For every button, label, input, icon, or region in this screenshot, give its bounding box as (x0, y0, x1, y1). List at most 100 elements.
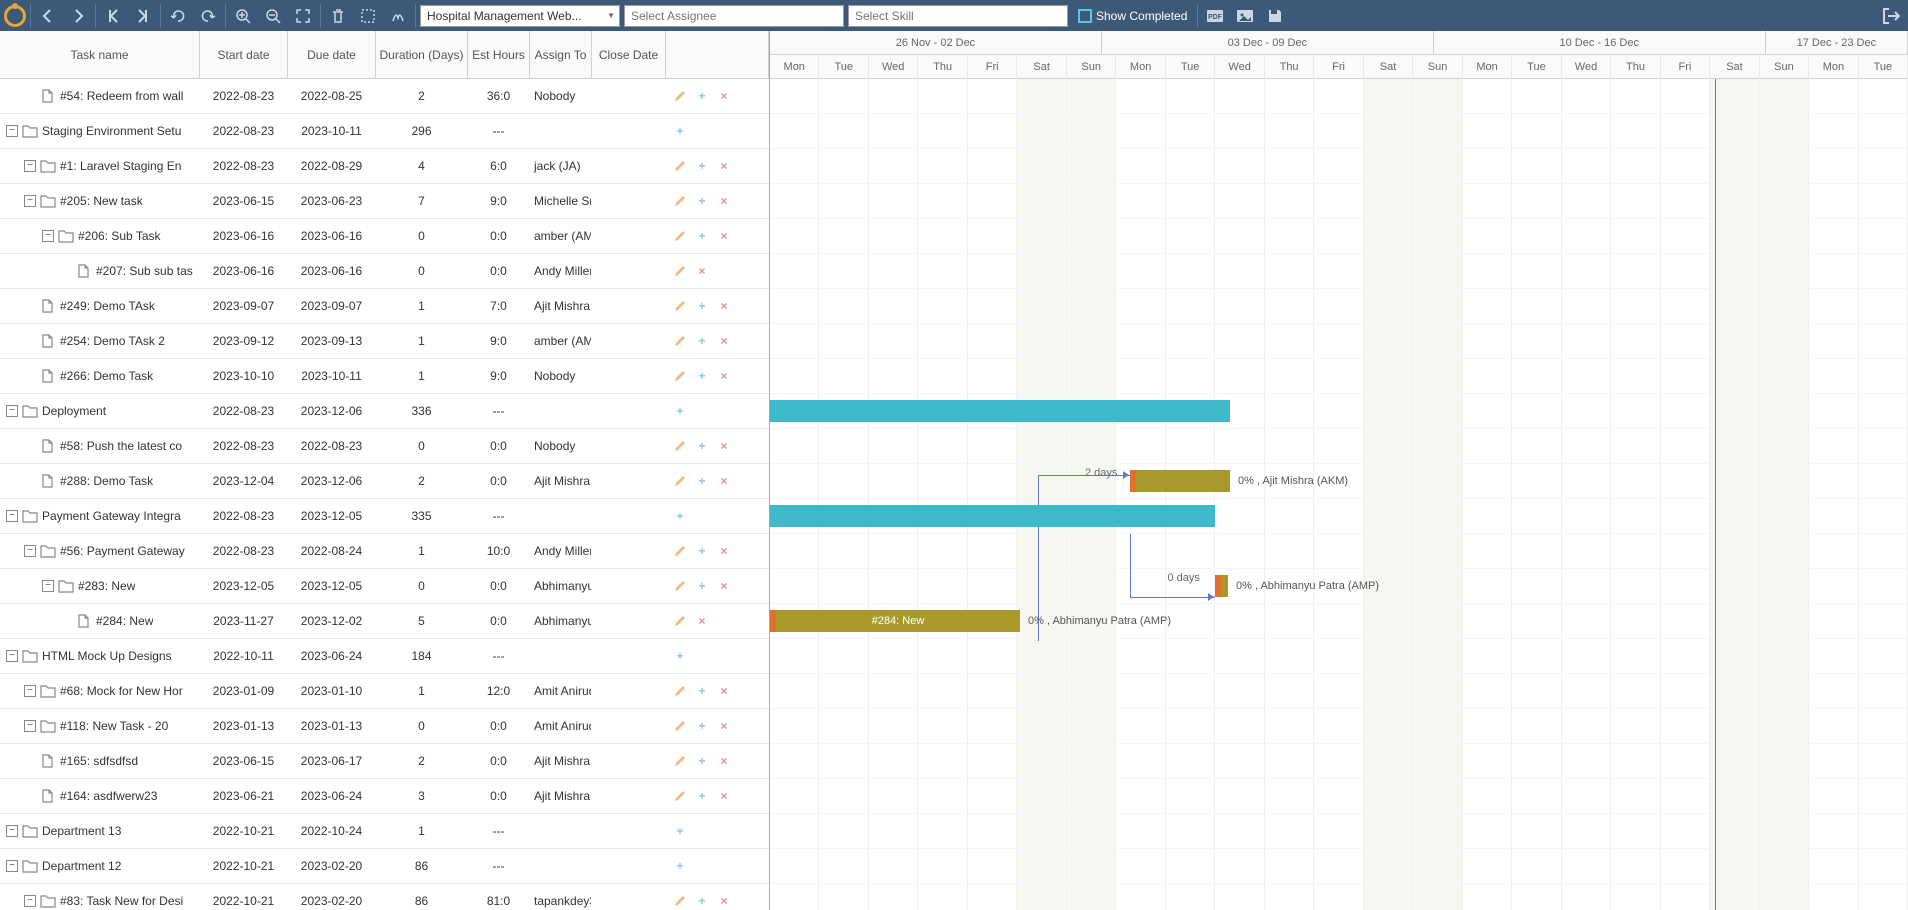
del-task-button[interactable]: × (716, 543, 732, 559)
assignee-input[interactable] (624, 5, 844, 27)
del-task-button[interactable]: × (716, 788, 732, 804)
tree-toggle[interactable]: − (6, 125, 18, 137)
redo-button[interactable] (195, 3, 221, 29)
tree-toggle[interactable]: − (24, 195, 36, 207)
task-row[interactable]: −#56: Payment Gateway2022-08-232022-08-2… (0, 534, 769, 569)
edit-task-button[interactable] (672, 298, 688, 314)
add-task-button[interactable]: + (694, 158, 710, 174)
task-row[interactable]: −#118: New Task - 202023-01-132023-01-13… (0, 709, 769, 744)
tree-toggle[interactable]: − (6, 825, 18, 837)
col-header-assign[interactable]: Assign To (530, 31, 592, 78)
del-task-button[interactable]: × (716, 228, 732, 244)
edit-task-button[interactable] (672, 263, 688, 279)
tree-toggle[interactable]: − (24, 160, 36, 172)
tree-toggle[interactable]: − (6, 510, 18, 522)
edit-task-button[interactable] (672, 578, 688, 594)
tree-toggle[interactable]: − (6, 650, 18, 662)
del-task-button[interactable]: × (716, 333, 732, 349)
tree-toggle[interactable]: − (6, 405, 18, 417)
del-task-button[interactable]: × (694, 263, 710, 279)
edit-task-button[interactable] (672, 438, 688, 454)
del-task-button[interactable]: × (716, 718, 732, 734)
expand-button[interactable] (355, 3, 381, 29)
gantt-task-bar[interactable]: 0% , Abhimanyu Patra (AMP) (1215, 575, 1228, 597)
col-header-est[interactable]: Est Hours (468, 31, 530, 78)
tree-toggle[interactable]: − (42, 580, 54, 592)
add-task-button[interactable]: + (672, 508, 688, 524)
add-task-button[interactable]: + (694, 753, 710, 769)
show-completed-checkbox[interactable]: Show Completed (1072, 9, 1193, 23)
task-row[interactable]: −Staging Environment Setu2022-08-232023-… (0, 114, 769, 149)
gantt-task-bar[interactable]: #284: New0% , Abhimanyu Patra (AMP) (770, 610, 1020, 632)
add-task-button[interactable]: + (672, 858, 688, 874)
edit-task-button[interactable] (672, 473, 688, 489)
gantt-chart[interactable]: 26 Nov - 02 Dec03 Dec - 09 Dec10 Dec - 1… (770, 31, 1908, 910)
tree-toggle[interactable]: − (24, 720, 36, 732)
zoom-fit-button[interactable] (290, 3, 316, 29)
del-task-button[interactable]: × (716, 473, 732, 489)
del-task-button[interactable]: × (716, 438, 732, 454)
add-task-button[interactable]: + (694, 718, 710, 734)
task-row[interactable]: −Deployment2022-08-232023-12-06336---+ (0, 394, 769, 429)
tree-toggle[interactable]: − (6, 860, 18, 872)
forward-button[interactable] (65, 3, 91, 29)
add-task-button[interactable]: + (694, 438, 710, 454)
tree-toggle[interactable]: − (42, 230, 54, 242)
edit-task-button[interactable] (672, 158, 688, 174)
zoom-in-button[interactable] (230, 3, 256, 29)
task-row[interactable]: −#205: New task2023-06-152023-06-2379:0M… (0, 184, 769, 219)
del-task-button[interactable]: × (716, 158, 732, 174)
task-row[interactable]: #164: asdfwerw232023-06-212023-06-2430:0… (0, 779, 769, 814)
task-row[interactable]: #165: sdfsdfsd2023-06-152023-06-1720:0Aj… (0, 744, 769, 779)
task-row[interactable]: −#83: Task New for Desi2022-10-212023-02… (0, 884, 769, 910)
task-row[interactable]: #254: Demo TAsk 22023-09-122023-09-1319:… (0, 324, 769, 359)
del-task-button[interactable]: × (716, 368, 732, 384)
add-task-button[interactable]: + (694, 228, 710, 244)
col-header-close[interactable]: Close Date (592, 31, 666, 78)
zoom-out-button[interactable] (260, 3, 286, 29)
undo-button[interactable] (165, 3, 191, 29)
add-task-button[interactable]: + (672, 403, 688, 419)
del-task-button[interactable]: × (716, 683, 732, 699)
del-task-button[interactable]: × (716, 893, 732, 909)
task-row[interactable]: −#68: Mock for New Hor2023-01-092023-01-… (0, 674, 769, 709)
task-row[interactable]: −#206: Sub Task2023-06-162023-06-1600:0a… (0, 219, 769, 254)
edit-task-button[interactable] (672, 543, 688, 559)
exit exit-button[interactable] (1878, 3, 1904, 29)
task-row[interactable]: #284: New2023-11-272023-12-0250:0Abhiman… (0, 604, 769, 639)
save-button[interactable] (1262, 3, 1288, 29)
add-task-button[interactable]: + (694, 473, 710, 489)
del-task-button[interactable]: × (716, 193, 732, 209)
add-task-button[interactable]: + (694, 788, 710, 804)
edit-task-button[interactable] (672, 893, 688, 909)
gantt-summary-bar[interactable] (770, 505, 1215, 527)
edit-task-button[interactable] (672, 718, 688, 734)
task-row[interactable]: −#283: New2023-12-052023-12-0500:0Abhima… (0, 569, 769, 604)
add-task-button[interactable]: + (672, 648, 688, 664)
gantt-summary-bar[interactable] (770, 400, 1230, 422)
task-row[interactable]: −Payment Gateway Integra2022-08-232023-1… (0, 499, 769, 534)
add-task-button[interactable]: + (694, 298, 710, 314)
export-pdf-button[interactable]: PDF (1202, 3, 1228, 29)
del-task-button[interactable]: × (716, 578, 732, 594)
edit-task-button[interactable] (672, 193, 688, 209)
project-select[interactable]: Hospital Management Web... (420, 5, 620, 27)
col-header-due[interactable]: Due date (288, 31, 376, 78)
add-task-button[interactable]: + (672, 123, 688, 139)
edit-task-button[interactable] (672, 88, 688, 104)
tree-toggle[interactable]: − (24, 895, 36, 907)
col-header-duration[interactable]: Duration (Days) (376, 31, 468, 78)
task-row[interactable]: −#1: Laravel Staging En2022-08-232022-08… (0, 149, 769, 184)
add-task-button[interactable]: + (694, 893, 710, 909)
task-row[interactable]: −Department 132022-10-212022-10-241---+ (0, 814, 769, 849)
add-task-button[interactable]: + (694, 683, 710, 699)
first-button[interactable] (100, 3, 126, 29)
add-task-button[interactable]: + (694, 543, 710, 559)
edit-task-button[interactable] (672, 333, 688, 349)
critical-path-button[interactable] (385, 3, 411, 29)
add-task-button[interactable]: + (694, 88, 710, 104)
col-header-name[interactable]: Task name (0, 31, 200, 78)
export-img-button[interactable] (1232, 3, 1258, 29)
task-row[interactable]: #58: Push the latest co2022-08-232022-08… (0, 429, 769, 464)
tree-toggle[interactable]: − (24, 545, 36, 557)
